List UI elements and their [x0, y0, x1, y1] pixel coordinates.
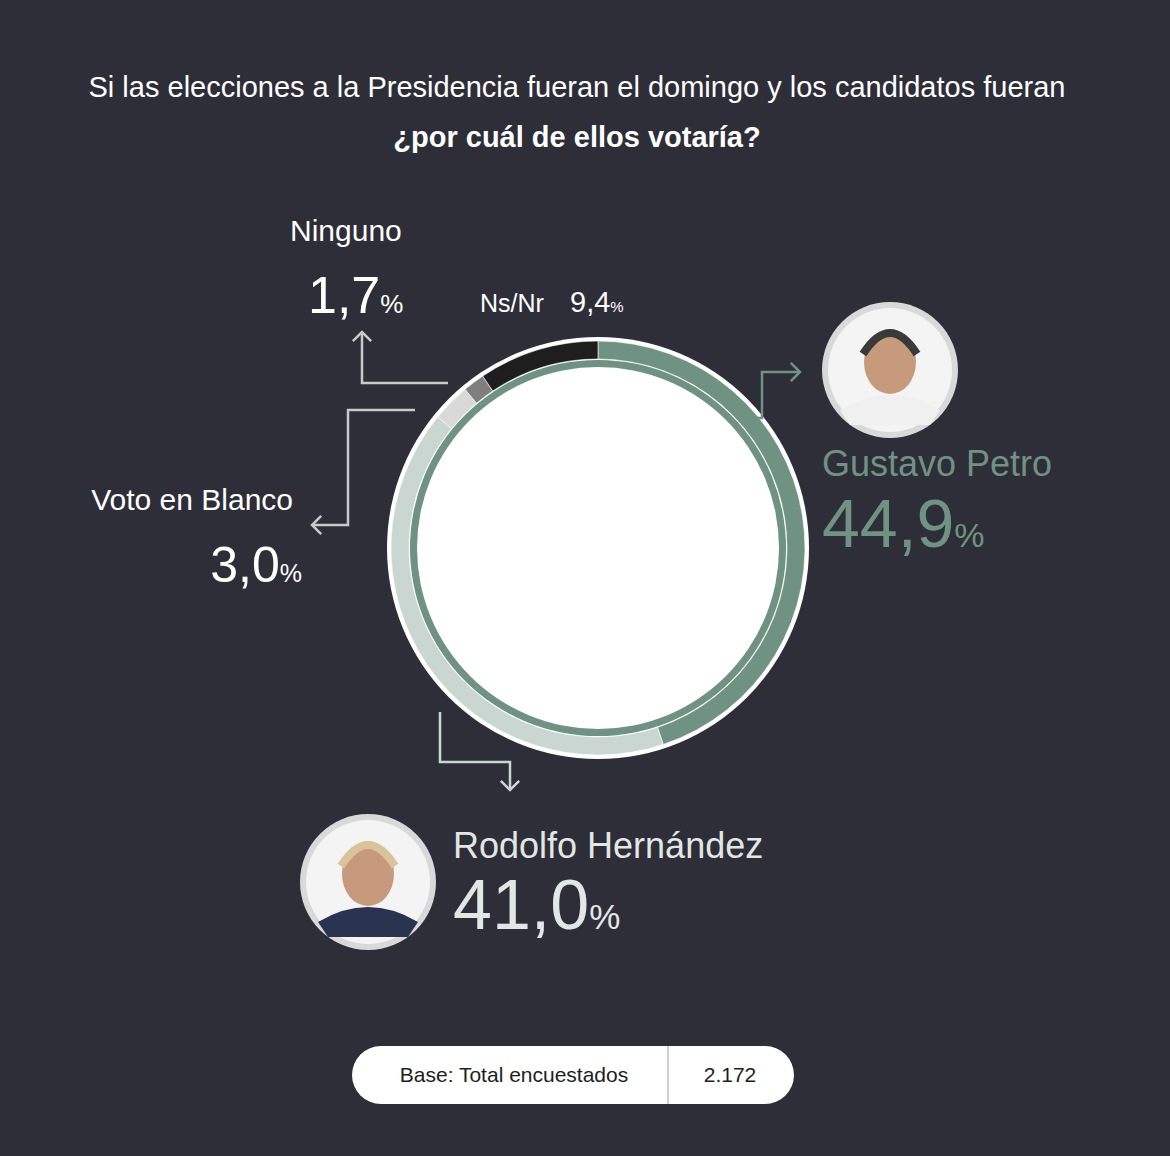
base-pill [352, 1046, 794, 1104]
photo-frame [300, 814, 436, 950]
slices [391, 341, 805, 755]
connector [312, 410, 415, 525]
connector [362, 332, 448, 383]
connector-arrow [353, 332, 371, 341]
data-label: 3,0% [210, 537, 302, 593]
photo-hair [863, 333, 917, 354]
photo-bg [306, 820, 430, 944]
inner-ring [410, 360, 786, 736]
data-label-unit: % [954, 516, 984, 554]
data-label: 41,0% [453, 866, 620, 944]
category-label: Gustavo Petro [822, 443, 1052, 484]
donut-rim [387, 337, 809, 759]
photo [822, 302, 958, 438]
base-label: Base: Total encuestados [400, 1063, 628, 1086]
chart: Si las elecciones a la Presidencia fuera… [0, 0, 1170, 1156]
photo-bg [828, 308, 952, 432]
photo-body [318, 907, 418, 937]
category-label: Voto en Blanco [91, 483, 293, 516]
photo-frame [822, 302, 958, 438]
connector-arrow [312, 516, 321, 534]
category-label: Ninguno [290, 214, 402, 247]
category-label: Rodolfo Hernández [453, 825, 763, 866]
data-label: 44,9% [822, 485, 985, 561]
title: Si las elecciones a la Presidencia fuera… [89, 71, 1066, 103]
connector [440, 712, 510, 790]
base-count: 2.172 [704, 1063, 757, 1086]
photo [300, 814, 436, 950]
connector-arrow [791, 363, 800, 381]
photo-hair [341, 845, 395, 866]
photo-face [864, 330, 916, 394]
data-label-number: 1,7 [308, 266, 380, 324]
data-label-number: 3,0 [210, 537, 280, 593]
base-box: Base: Total encuestados 2.172 [352, 1046, 794, 1104]
photo-body [840, 395, 940, 425]
subtitle: ¿por cuál de ellos votaría? [393, 121, 760, 153]
data-label: 1,7% [308, 266, 403, 324]
category-label: Ns/Nr [480, 289, 544, 317]
data-label-unit: % [589, 897, 620, 936]
data-label-number: 9,4 [570, 286, 610, 318]
photo-face [342, 842, 394, 906]
data-label-unit: % [380, 289, 403, 319]
background [0, 0, 1170, 1156]
data-label-number: 41,0 [453, 866, 589, 944]
data-label-unit: % [610, 298, 623, 315]
data-label-number: 44,9 [822, 485, 954, 561]
data-label: 9,4% [570, 286, 624, 318]
data-label-unit: % [280, 559, 302, 587]
donut-hole [417, 367, 779, 729]
connector [738, 372, 800, 418]
connector-arrow [501, 781, 519, 790]
base-divider [667, 1046, 669, 1104]
